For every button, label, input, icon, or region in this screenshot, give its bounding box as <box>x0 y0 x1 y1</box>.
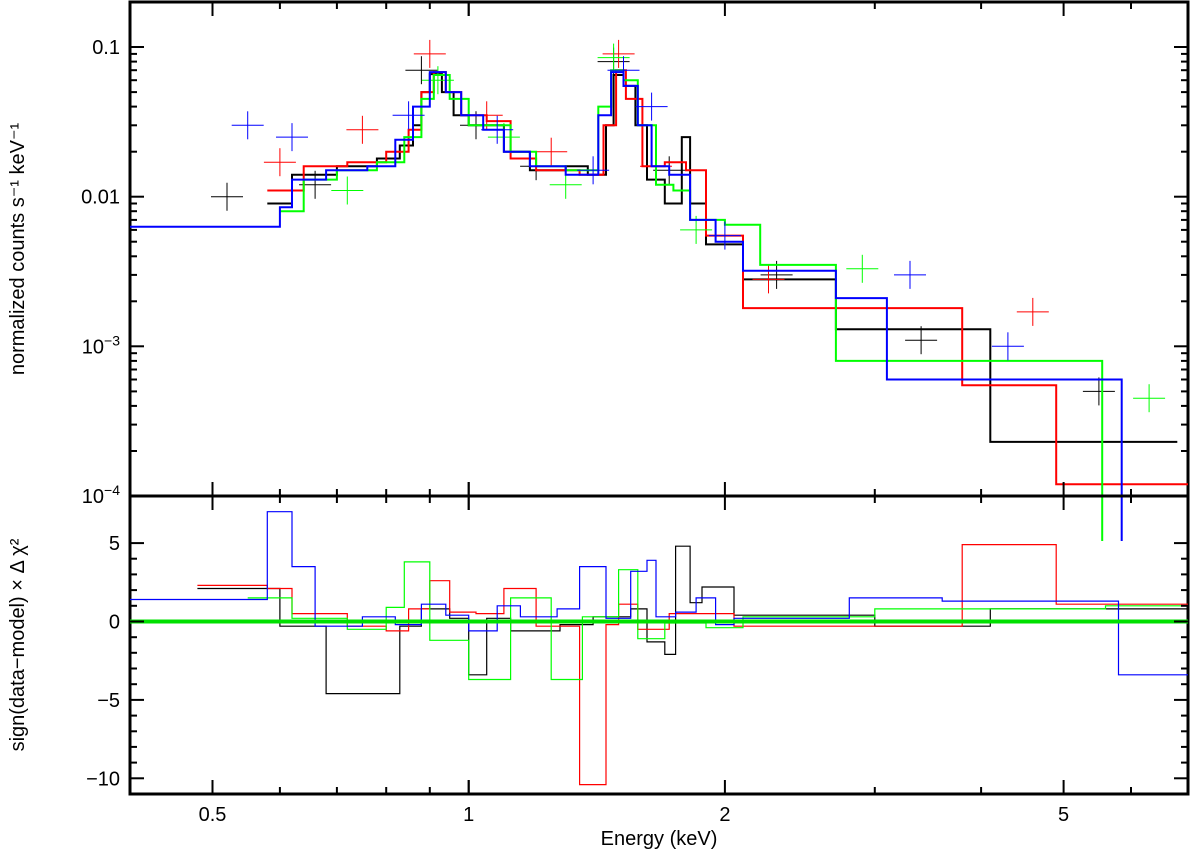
spectrum-data-point <box>346 115 379 144</box>
spectrum-data-point <box>602 39 635 68</box>
spectrum-data-point <box>231 111 264 140</box>
y-tick-exponent: −4 <box>104 482 120 498</box>
spectrum-data-point <box>1133 384 1166 413</box>
spectrum-model-line <box>267 73 1178 443</box>
y-tick-label: −5 <box>97 690 120 712</box>
spectrum-data-point <box>392 101 425 130</box>
residuals-panel: 0.5 1 2 5 5 0 −5 −10 sign(data−model) × Δ χ² En… <box>7 494 1190 850</box>
spectrum-data-point <box>991 332 1024 361</box>
spectrum-panel: 0.1 0.01 10−3 10−4 normalized counts s⁻¹ ke… <box>7 0 1190 541</box>
y-tick-exponent: −3 <box>104 332 120 348</box>
spectrum-data-point <box>708 221 741 250</box>
y-tick-label: 10−3 <box>82 332 120 358</box>
residuals-y-axis-label: sign(data−model) × Δ χ² <box>7 538 29 751</box>
spectrum-plot-frame <box>128 0 1190 498</box>
y-tick-label: −10 <box>86 768 120 790</box>
y-tick-label: 0.01 <box>81 187 120 209</box>
x-axis-label: Energy (keV) <box>601 828 718 850</box>
spectrum-data-point <box>413 39 446 68</box>
spectrum-data-point <box>846 254 879 283</box>
spectrum-data-point <box>894 260 926 289</box>
x-tick-label: 1 <box>463 804 474 826</box>
spectrum-data-point <box>752 265 785 294</box>
residual-line <box>197 544 1188 786</box>
residuals-series-group <box>130 511 1188 786</box>
spectrum-series-group <box>130 39 1188 541</box>
y-tick-label: 0.1 <box>92 37 120 59</box>
y-tick-label: 10−4 <box>82 482 120 508</box>
residuals-axis-ticks: 0.5 1 2 5 5 0 −5 −10 <box>86 496 1189 826</box>
spectrum-data-point <box>263 148 296 177</box>
y-tick-label: 0 <box>109 612 120 634</box>
spectrum-axis-ticks: 0.1 0.01 10−3 10−4 <box>81 1 1189 508</box>
spectrum-model-line <box>267 69 1188 486</box>
spectrum-data-point <box>276 123 308 152</box>
spectrum-data-point <box>1016 297 1049 326</box>
spectrum-data-point <box>211 182 243 211</box>
x-tick-label: 0.5 <box>199 804 227 826</box>
x-tick-label: 2 <box>719 804 730 826</box>
spectrum-data-point <box>635 92 668 121</box>
spectrum-data-point <box>1082 377 1115 406</box>
residual-line <box>130 511 1188 676</box>
spectrum-data-point <box>405 56 438 85</box>
residuals-plot-frame <box>128 494 1190 796</box>
spectrum-data-point <box>331 176 364 205</box>
spectrum-data-point <box>905 326 938 355</box>
y-tick-label: 5 <box>109 533 120 555</box>
x-tick-label: 5 <box>1058 804 1069 826</box>
spectrum-data-point <box>481 115 514 144</box>
spectrum-data-point <box>597 43 630 72</box>
spectrum-data-point <box>577 156 610 185</box>
spectrum-y-axis-label: normalized counts s⁻¹ keV⁻¹ <box>7 123 29 376</box>
spectrum-data-point <box>607 56 640 85</box>
spectrum-model-line <box>130 71 1123 541</box>
spectrum-data-point <box>421 66 454 95</box>
spectrum-data-point <box>535 137 568 166</box>
